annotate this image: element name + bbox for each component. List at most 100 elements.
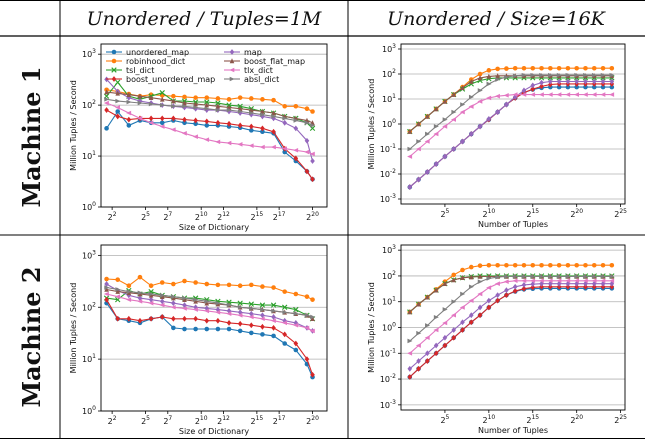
data-point xyxy=(171,115,176,122)
data-point xyxy=(495,297,500,304)
data-point xyxy=(204,95,210,100)
data-point xyxy=(512,283,518,290)
data-point xyxy=(468,284,474,290)
data-point xyxy=(248,282,254,288)
data-point xyxy=(565,262,571,268)
y-tick-label: 102 xyxy=(382,270,396,281)
data-point xyxy=(248,314,254,320)
column-header-size: Unordered / Size=16K xyxy=(387,8,607,30)
data-point xyxy=(521,274,527,279)
y-tick-label: 101 xyxy=(382,296,396,307)
data-point xyxy=(271,324,276,331)
data-point xyxy=(573,278,579,284)
y-tick-label: 10-2 xyxy=(380,373,396,384)
data-point xyxy=(512,288,518,294)
x-tick-label: 210 xyxy=(195,415,208,426)
data-point xyxy=(171,103,177,109)
y-tick-label: 103 xyxy=(382,43,396,54)
data-point xyxy=(574,283,579,290)
data-point xyxy=(539,274,545,279)
data-point xyxy=(170,127,176,132)
data-point xyxy=(159,298,165,305)
data-point xyxy=(215,100,221,106)
series-tsl_dict xyxy=(407,273,615,315)
data-point xyxy=(171,300,176,307)
data-point xyxy=(215,317,221,324)
data-point xyxy=(310,176,315,183)
x-tick-label: 27 xyxy=(163,415,172,426)
data-point xyxy=(104,281,109,287)
data-point xyxy=(556,65,562,71)
data-point xyxy=(548,81,553,88)
data-point xyxy=(193,95,198,100)
data-point xyxy=(260,323,265,330)
data-point xyxy=(215,282,221,288)
data-point xyxy=(504,66,509,71)
x-axis-label: Number of Tuples xyxy=(478,220,548,229)
data-point xyxy=(204,300,210,306)
data-point xyxy=(565,283,571,290)
plot-frame xyxy=(400,244,626,411)
data-point xyxy=(115,79,121,86)
data-point xyxy=(512,274,518,279)
data-point xyxy=(182,295,188,301)
data-point xyxy=(512,278,518,284)
data-point xyxy=(591,78,597,85)
data-point xyxy=(304,149,310,155)
data-point xyxy=(104,276,109,282)
y-axis-label: Million Tuples / Second xyxy=(69,283,78,374)
data-point xyxy=(442,124,448,129)
data-point xyxy=(530,65,536,71)
data-point xyxy=(486,276,492,281)
data-point xyxy=(104,89,109,95)
row-header-machine-1: Machine 1 xyxy=(17,66,46,207)
legend-entry-tlx_dict: tlx_dict xyxy=(224,66,273,75)
data-point xyxy=(260,108,265,114)
series-line xyxy=(409,74,612,150)
data-point xyxy=(215,326,221,332)
data-point xyxy=(104,286,109,292)
data-point xyxy=(304,168,310,175)
data-point xyxy=(460,291,466,297)
data-point xyxy=(451,272,457,278)
data-point xyxy=(494,93,500,99)
data-point xyxy=(425,358,430,364)
data-point xyxy=(182,278,187,284)
data-point xyxy=(115,288,120,294)
data-point xyxy=(237,109,243,114)
data-point xyxy=(451,327,457,333)
data-point xyxy=(282,149,287,155)
data-point xyxy=(583,280,588,287)
data-point xyxy=(477,279,483,284)
data-point xyxy=(442,307,448,312)
data-point xyxy=(282,331,287,338)
data-point xyxy=(468,94,474,100)
series-unordered_map xyxy=(407,286,615,380)
series-line xyxy=(106,276,313,301)
data-point xyxy=(477,123,483,130)
data-point xyxy=(451,334,457,341)
data-point xyxy=(459,109,465,115)
data-point xyxy=(181,130,187,136)
data-point xyxy=(600,78,606,85)
data-point xyxy=(591,72,597,78)
data-point xyxy=(171,281,176,287)
x-tick-label: 212 xyxy=(217,415,230,426)
data-point xyxy=(215,300,221,306)
data-point xyxy=(304,137,310,144)
data-point xyxy=(282,309,288,315)
series-absl_dict xyxy=(104,97,316,128)
legend-marker xyxy=(229,67,235,73)
x-tick-label: 225 xyxy=(614,414,627,425)
data-point xyxy=(115,315,120,322)
data-point xyxy=(600,72,606,78)
data-point xyxy=(486,285,492,290)
series-line xyxy=(106,91,313,124)
data-point xyxy=(148,300,154,306)
data-point xyxy=(193,105,198,112)
data-point xyxy=(192,307,198,312)
data-point xyxy=(530,278,536,284)
data-point xyxy=(583,262,588,268)
y-tick-label: 10-2 xyxy=(380,168,396,179)
data-point xyxy=(477,88,483,93)
